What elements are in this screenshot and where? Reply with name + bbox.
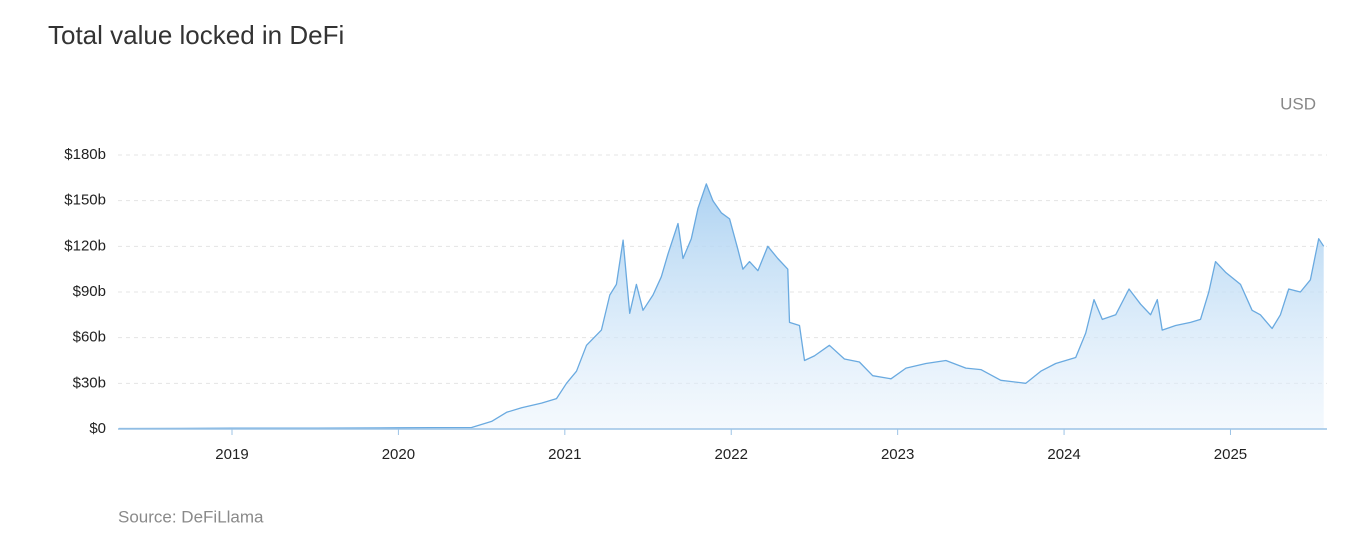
unit-label: USD: [1280, 94, 1316, 113]
line: [118, 183, 1325, 430]
chart-title: Total value locked in DeFi: [48, 20, 344, 50]
y-tick-label: $60b: [73, 329, 106, 346]
y-tick-label: $0: [89, 420, 106, 437]
x-tick-label: 2022: [715, 446, 748, 463]
y-tick-label: $90b: [73, 283, 106, 300]
x-tick-label: 2019: [215, 446, 248, 463]
y-tick-label: $180b: [64, 146, 106, 163]
x-tick-label: 2023: [881, 446, 914, 463]
x-tick-label: 2024: [1047, 446, 1080, 463]
source: Source: DeFiLlama: [118, 507, 264, 526]
y-tick-label: $120b: [64, 237, 106, 254]
y-tick-label: $150b: [64, 192, 106, 209]
area-fill: [118, 183, 1324, 429]
y-tick-label: $30b: [73, 374, 106, 391]
x-tick-label: 2025: [1214, 446, 1247, 463]
x-tick-label: 2021: [548, 446, 581, 463]
x-tick-label: 2020: [382, 446, 415, 463]
